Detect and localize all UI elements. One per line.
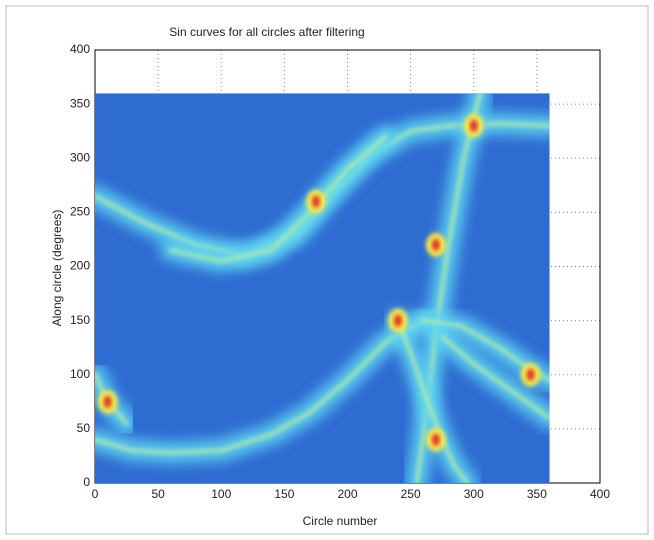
- chart-title: Sin curves for all circles after filteri…: [169, 25, 364, 39]
- frame: [5, 5, 649, 535]
- peak-center: [103, 395, 112, 408]
- x-tick-label: 250: [401, 487, 421, 501]
- curve-core: [168, 134, 388, 264]
- peak-center: [431, 238, 440, 251]
- y-tick-label: 400: [70, 42, 90, 56]
- x-tick-label: 350: [527, 487, 547, 501]
- y-tick-label: 100: [70, 367, 90, 381]
- curve-core: [396, 318, 470, 484]
- peak-center: [394, 314, 402, 327]
- y-tick-label: 200: [70, 259, 90, 273]
- y-tick-label: 50: [77, 421, 91, 435]
- y-tick-label: 350: [70, 96, 90, 110]
- image-extent: [95, 93, 550, 484]
- peak-center: [431, 433, 440, 446]
- peak-center: [469, 119, 478, 132]
- x-axis-label: Circle number: [303, 514, 378, 528]
- x-tick-label: 0: [92, 487, 99, 501]
- y-tick-label: 250: [70, 205, 90, 219]
- x-tick-label: 200: [337, 487, 357, 501]
- y-tick-label: 150: [70, 313, 90, 327]
- heatmap-image: [95, 93, 550, 484]
- x-tick-label: 400: [590, 487, 610, 501]
- y-tick-label: 0: [83, 475, 90, 489]
- x-tick-label: 100: [211, 487, 231, 501]
- x-tick-label: 50: [151, 487, 165, 501]
- peak-center: [311, 195, 320, 208]
- x-tick-label: 150: [274, 487, 294, 501]
- y-tick-label: 300: [70, 150, 90, 164]
- x-tick-label: 300: [464, 487, 484, 501]
- curve-core: [95, 318, 426, 455]
- curve-core: [440, 334, 550, 421]
- peak-center: [526, 368, 535, 381]
- y-axis-label: Along circle (degrees): [50, 210, 64, 327]
- curve-core: [414, 93, 483, 484]
